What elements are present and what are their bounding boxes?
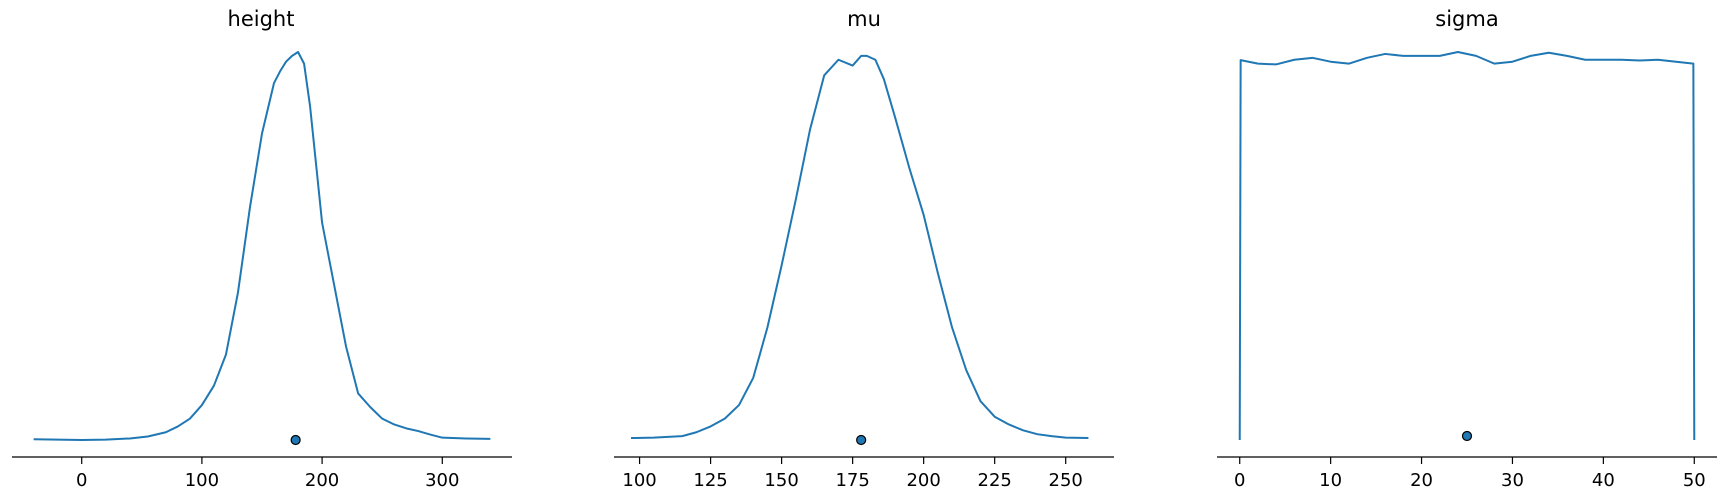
density-line — [1238, 51, 1696, 441]
x-tick-label: 300 — [425, 470, 459, 491]
x-tick-label: 150 — [764, 470, 798, 491]
panel-sigma: sigma 0 10 20 30 40 50 — [1217, 7, 1717, 491]
mean-point — [856, 434, 867, 446]
x-tick-label: 0 — [76, 470, 87, 491]
panel-mu: mu 100 125 150 175 200 225 250 — [614, 7, 1114, 491]
x-tick-label: 100 — [185, 470, 219, 491]
x-tick-label: 125 — [693, 470, 727, 491]
x-tick-label: 225 — [978, 470, 1012, 491]
density-line — [631, 54, 1089, 440]
panel-height: height 0 100 200 300 — [12, 7, 512, 491]
mean-point — [290, 434, 301, 446]
x-tick-label: 0 — [1234, 470, 1245, 491]
x-tick-label: 50 — [1683, 470, 1706, 491]
x-tick-label: 200 — [305, 470, 339, 491]
x-tick-label: 250 — [1049, 470, 1083, 491]
x-tick-label: 200 — [906, 470, 940, 491]
mean-point — [1461, 430, 1473, 442]
panel-title: mu — [847, 7, 881, 31]
panel-title: height — [228, 7, 295, 31]
x-tick-label: 40 — [1592, 470, 1615, 491]
x-tick-label: 20 — [1410, 470, 1433, 491]
panel-title: sigma — [1435, 7, 1498, 31]
x-tick-label: 30 — [1501, 470, 1524, 491]
density-line — [33, 51, 491, 441]
x-tick-label: 10 — [1319, 470, 1342, 491]
x-tick-label: 175 — [835, 470, 869, 491]
x-tick-label: 100 — [622, 470, 656, 491]
